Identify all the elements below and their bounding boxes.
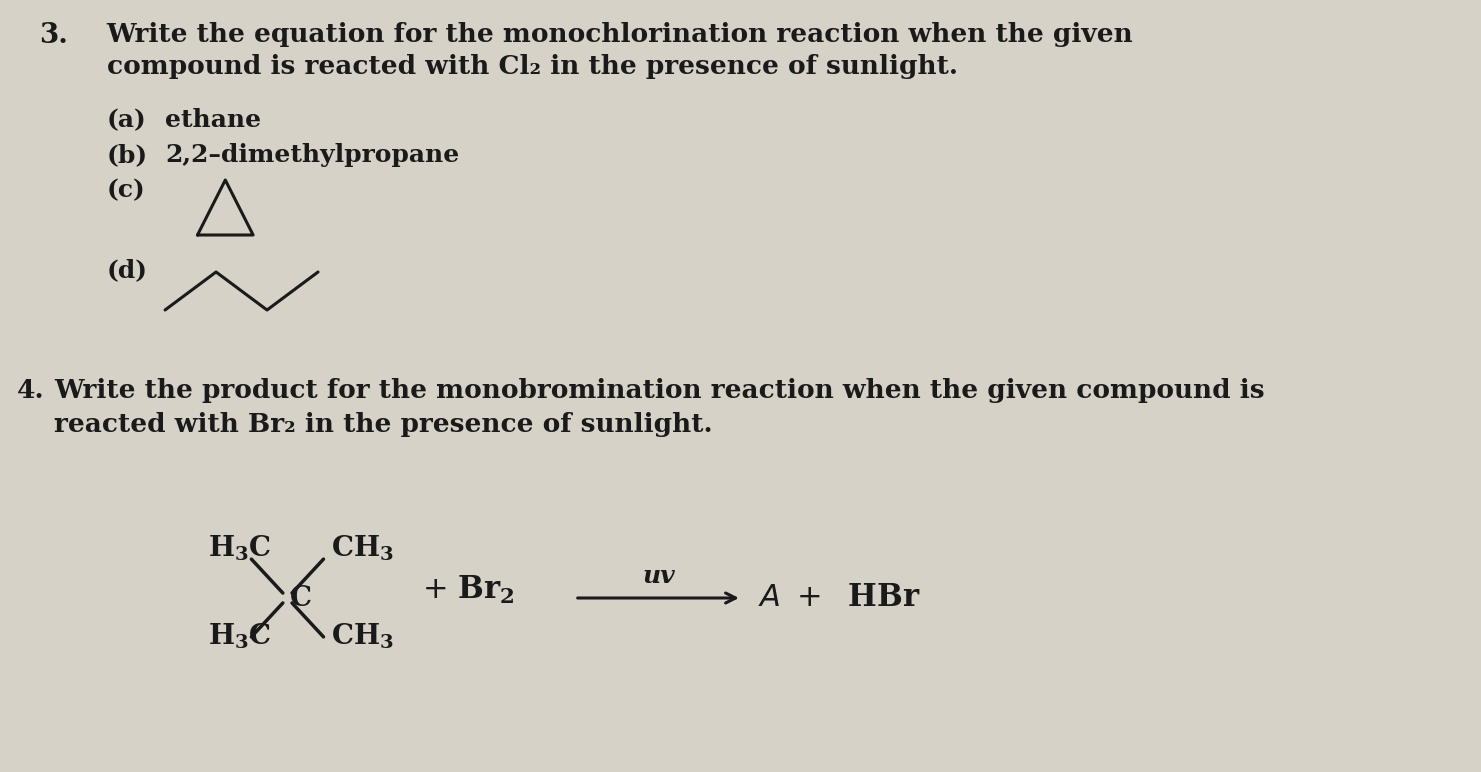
- Text: compound is reacted with Cl₂ in the presence of sunlight.: compound is reacted with Cl₂ in the pres…: [107, 54, 958, 79]
- Text: (c): (c): [107, 178, 145, 202]
- Text: ethane: ethane: [164, 108, 261, 132]
- Text: $\mathregular{CH_3}$: $\mathregular{CH_3}$: [330, 621, 394, 651]
- Text: (a): (a): [107, 108, 147, 132]
- Text: 4.: 4.: [16, 378, 44, 403]
- Text: Write the equation for the monochlorination reaction when the given: Write the equation for the monochlorinat…: [107, 22, 1133, 47]
- Text: Write the product for the monobromination reaction when the given compound is: Write the product for the monobrominatio…: [53, 378, 1265, 403]
- Text: $\mathregular{H_3C}$: $\mathregular{H_3C}$: [207, 621, 271, 651]
- Text: reacted with Br₂ in the presence of sunlight.: reacted with Br₂ in the presence of sunl…: [53, 412, 712, 437]
- Text: $A\ +\ \ \mathregular{HBr}$: $A\ +\ \ \mathregular{HBr}$: [758, 583, 921, 614]
- Text: uv: uv: [641, 564, 675, 588]
- Text: 2,2–dimethylpropane: 2,2–dimethylpropane: [164, 143, 459, 167]
- Text: $\mathregular{CH_3}$: $\mathregular{CH_3}$: [330, 533, 394, 563]
- Text: (b): (b): [107, 143, 148, 167]
- Text: $\mathregular{C}$: $\mathregular{C}$: [289, 584, 312, 611]
- Text: $+\ \mathregular{Br_2}$: $+\ \mathregular{Br_2}$: [422, 574, 514, 606]
- Text: $\mathregular{H_3C}$: $\mathregular{H_3C}$: [207, 533, 271, 563]
- Text: 3.: 3.: [39, 22, 68, 49]
- Text: (d): (d): [107, 258, 148, 282]
